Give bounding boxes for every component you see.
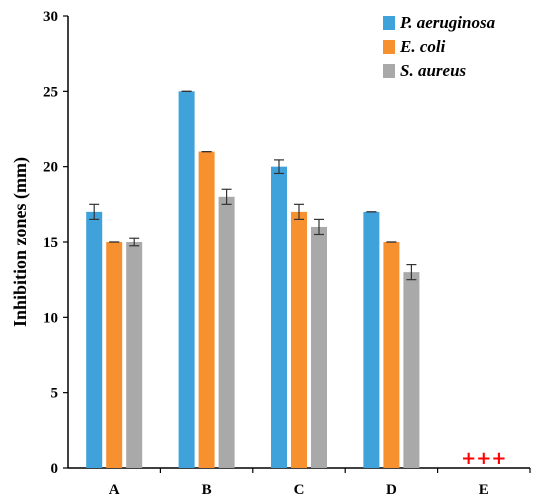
x-category-labels: A B C D E <box>109 482 489 498</box>
annotation-marker: +++ <box>461 448 506 469</box>
y-tick-label: 25 <box>43 84 58 100</box>
y-axis-label: Inhibition zones (mm) <box>10 157 31 327</box>
bar <box>198 151 215 468</box>
bar <box>86 211 103 468</box>
bar <box>126 242 143 468</box>
bar <box>271 166 287 468</box>
error-bar <box>221 188 232 205</box>
bar <box>383 242 400 468</box>
y-tick-label: 0 <box>51 461 59 477</box>
error-bar <box>314 218 324 236</box>
y-tick-label: 30 <box>43 9 58 25</box>
legend: P. aeruginosa E. coli S. aureus <box>383 13 496 80</box>
legend-label: E. coli <box>399 37 446 56</box>
legend-label: P. aeruginosa <box>399 13 496 32</box>
x-category-label: C <box>294 482 305 498</box>
error-bar <box>129 237 140 247</box>
x-category-label: E <box>479 482 489 498</box>
error-bars <box>89 90 417 281</box>
axes <box>63 15 531 473</box>
annotations: +++ <box>461 448 506 469</box>
y-tick-label: 10 <box>43 310 58 326</box>
x-category-label: A <box>109 482 120 498</box>
bar <box>178 91 195 468</box>
x-category-label: B <box>202 482 212 498</box>
error-bar <box>274 159 284 175</box>
error-bar <box>406 264 417 281</box>
y-tick-label: 5 <box>51 386 59 402</box>
bar <box>403 272 420 468</box>
legend-swatch <box>383 64 395 78</box>
legend-swatch <box>383 40 395 54</box>
error-bar <box>89 203 100 220</box>
y-tick-label: 15 <box>43 235 58 251</box>
bar <box>106 242 123 468</box>
bars <box>86 91 420 469</box>
error-bar <box>294 203 304 220</box>
x-category-label: D <box>386 482 397 498</box>
bar <box>363 211 380 468</box>
bar <box>218 196 235 469</box>
bar <box>291 211 307 468</box>
y-tick-label: 20 <box>43 160 58 176</box>
y-tick-labels: 0 5 10 15 20 25 30 <box>43 9 58 477</box>
bar <box>311 226 327 468</box>
legend-swatch <box>383 16 395 30</box>
legend-label: S. aureus <box>400 61 467 80</box>
